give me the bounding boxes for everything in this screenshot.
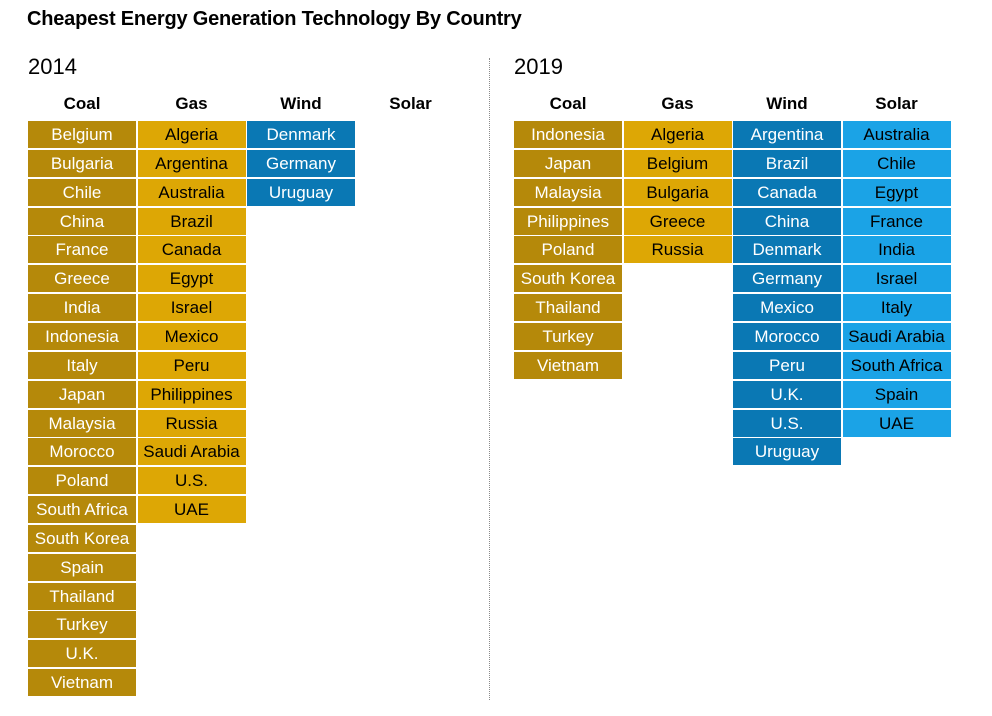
country-cell-gas: Philippines xyxy=(137,380,246,408)
country-cell-coal: Thailand xyxy=(514,294,622,322)
country-cell-wind: Uruguay xyxy=(247,178,355,206)
country-cell-wind: Morocco xyxy=(733,322,841,350)
country-cell-solar: Egypt xyxy=(842,178,951,206)
country-cell-gas: Israel xyxy=(137,294,246,322)
country-cell-coal: Spain xyxy=(28,553,136,581)
country-cell-gas: Egypt xyxy=(137,265,246,293)
country-cell-gas: Algeria xyxy=(137,121,246,148)
country-cell-solar: Chile xyxy=(842,149,951,177)
country-cell-coal: China xyxy=(28,207,136,235)
country-cell-gas: Russia xyxy=(137,409,246,437)
country-cell-wind: Mexico xyxy=(733,294,841,322)
country-cell-coal: South Korea xyxy=(514,265,622,293)
country-cell-gas: Belgium xyxy=(623,149,732,177)
country-cell-coal: South Africa xyxy=(28,496,136,524)
country-cell-solar: UAE xyxy=(842,409,951,437)
country-cell-solar: Italy xyxy=(842,294,951,322)
country-cell-gas: Peru xyxy=(137,351,246,379)
country-cell-wind: Argentina xyxy=(733,121,841,148)
country-cell-coal: Japan xyxy=(28,380,136,408)
country-cell-coal: Morocco xyxy=(28,438,136,466)
panel-2019: 2019 Coal Indonesia Japan Malaysia Philippine… xyxy=(486,0,951,716)
column-header-coal: Coal xyxy=(63,94,101,113)
country-cell-solar: South Africa xyxy=(842,351,951,379)
country-cell-coal: Philippines xyxy=(514,207,622,235)
country-cell-coal: South Korea xyxy=(28,524,136,552)
country-cell-coal: Turkey xyxy=(514,322,622,350)
country-cell-gas: Greece xyxy=(623,207,732,235)
country-cell-wind: Canada xyxy=(733,178,841,206)
country-cell-solar: Israel xyxy=(842,265,951,293)
panel-year: 2014 xyxy=(28,54,77,79)
country-cell-coal: U.K. xyxy=(28,640,136,668)
country-cell-solar: France xyxy=(842,207,951,235)
country-cell-gas: Mexico xyxy=(137,322,246,350)
column-header-wind: Wind xyxy=(766,94,808,113)
country-cell-gas: Argentina xyxy=(137,149,246,177)
panel-divider xyxy=(489,58,490,700)
country-cell-wind: Denmark xyxy=(247,121,355,148)
country-cell-solar: Spain xyxy=(842,380,951,408)
country-cell-solar: Australia xyxy=(842,121,951,148)
country-cell-gas: Russia xyxy=(623,236,732,264)
column-header-solar: Solar xyxy=(389,94,432,113)
column-header-gas: Gas xyxy=(661,94,694,113)
country-cell-coal: Vietnam xyxy=(514,351,622,379)
column-header-solar: Solar xyxy=(875,94,918,113)
country-cell-gas: Algeria xyxy=(623,121,732,148)
country-cell-wind: U.K. xyxy=(733,380,841,408)
country-cell-coal: Italy xyxy=(28,351,136,379)
country-cell-coal: Bulgaria xyxy=(28,149,136,177)
column-header-coal: Coal xyxy=(549,94,587,113)
country-cell-coal: Japan xyxy=(514,149,622,177)
country-cell-coal: Indonesia xyxy=(28,322,136,350)
country-cell-wind: Germany xyxy=(733,265,841,293)
country-cell-gas: Saudi Arabia xyxy=(137,438,246,466)
country-cell-coal: Turkey xyxy=(28,611,136,639)
country-cell-coal: Thailand xyxy=(28,582,136,610)
country-cell-coal: Indonesia xyxy=(514,121,622,148)
country-cell-coal: Vietnam xyxy=(28,669,136,697)
country-cell-wind: China xyxy=(733,207,841,235)
country-cell-gas: UAE xyxy=(137,496,246,524)
country-cell-coal: Malaysia xyxy=(514,178,622,206)
country-cell-coal: Chile xyxy=(28,178,136,206)
country-cell-wind: U.S. xyxy=(733,409,841,437)
country-cell-coal: Belgium xyxy=(28,121,136,148)
country-cell-wind: Germany xyxy=(247,149,355,177)
country-cell-coal: Poland xyxy=(28,467,136,495)
country-cell-coal: Greece xyxy=(28,265,136,293)
country-cell-gas: Canada xyxy=(137,236,246,264)
country-cell-wind: Denmark xyxy=(733,236,841,264)
country-cell-wind: Uruguay xyxy=(733,438,841,466)
country-cell-coal: Malaysia xyxy=(28,409,136,437)
country-cell-wind: Peru xyxy=(733,351,841,379)
column-header-gas: Gas xyxy=(175,94,208,113)
panel-2014: 2014 Coal Belgium Bulgaria Chile China France G… xyxy=(0,0,440,716)
country-cell-gas: Bulgaria xyxy=(623,178,732,206)
country-cell-coal: Poland xyxy=(514,236,622,264)
panel-year: 2019 xyxy=(514,54,563,79)
country-cell-solar: Saudi Arabia xyxy=(842,322,951,350)
chart-title: Cheapest Energy Generation Technology By… xyxy=(27,8,522,30)
country-cell-gas: Brazil xyxy=(137,207,246,235)
country-cell-coal: France xyxy=(28,236,136,264)
country-cell-coal: India xyxy=(28,294,136,322)
column-header-wind: Wind xyxy=(280,94,322,113)
country-cell-gas: Australia xyxy=(137,178,246,206)
country-cell-gas: U.S. xyxy=(137,467,246,495)
country-cell-solar: India xyxy=(842,236,951,264)
country-cell-wind: Brazil xyxy=(733,149,841,177)
